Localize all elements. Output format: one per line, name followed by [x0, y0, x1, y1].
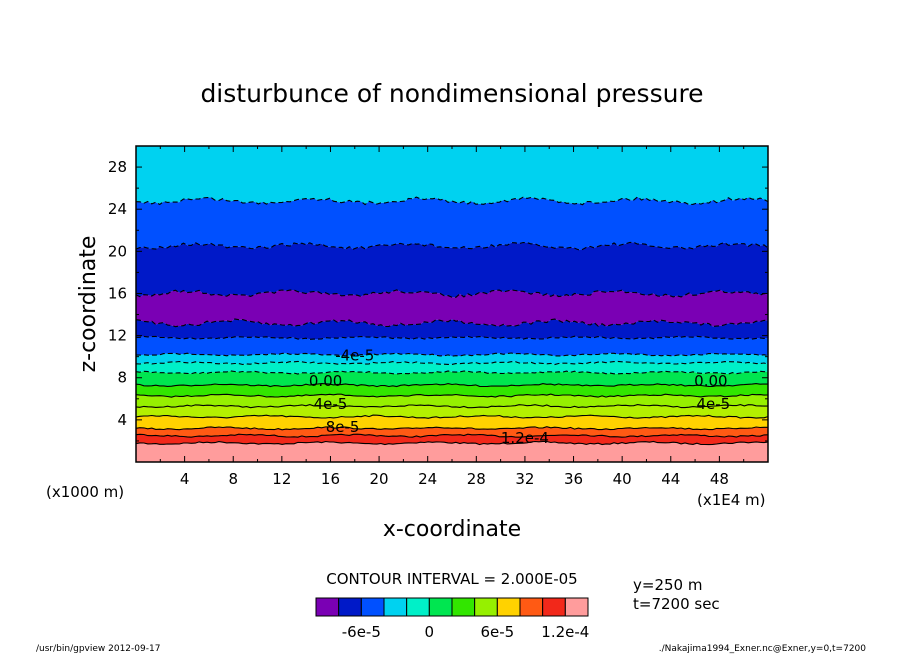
contour-band — [136, 242, 768, 298]
y-axis-label: z-coordinate — [76, 236, 101, 373]
x-unit-left: (x1000 m) — [46, 483, 124, 501]
x-tick-label: 28 — [467, 470, 486, 488]
colorbar-swatch — [451, 597, 476, 617]
colorbar-title: CONTOUR INTERVAL = 2.000E-05 — [326, 570, 577, 588]
colorbar-swatch — [383, 597, 408, 617]
x-tick-label: 4 — [180, 470, 190, 488]
contour-line — [135, 433, 769, 438]
y-tick-label: 8 — [117, 369, 127, 387]
contour-line — [135, 241, 769, 251]
colorbar-swatch — [496, 597, 521, 617]
contour-lines — [135, 196, 769, 446]
colorbar-swatch — [360, 597, 385, 617]
contour-line — [135, 370, 769, 375]
contour-line — [135, 393, 769, 398]
x-tick-label: 16 — [321, 470, 340, 488]
colorbar-tick-label: -6e-5 — [342, 623, 381, 641]
contour-band — [136, 394, 768, 408]
info-t: t=7200 sec — [633, 595, 720, 613]
y-tick-label: 4 — [117, 411, 127, 429]
colorbar-swatch — [428, 597, 453, 617]
colorbar-swatch — [406, 597, 430, 617]
chart-title: disturbunce of nondimensional pressure — [200, 79, 703, 108]
x-axis-label: x-coordinate — [383, 517, 521, 542]
contour-line — [135, 414, 769, 419]
contour-line — [135, 318, 769, 328]
x-tick-label: 20 — [370, 470, 389, 488]
contour-line — [135, 440, 769, 446]
contour-line — [135, 360, 769, 366]
colorbar-swatch — [474, 597, 498, 617]
x-tick-label: 44 — [661, 470, 680, 488]
contour-labels: -4e-5 0.00 0.00 4e-5 4e-5 8e-5 1.2e-4 — [309, 347, 730, 447]
footer-right: ./Nakajima1994_Exner.nc@Exner,y=0,t=7200 — [659, 644, 867, 654]
contour-line — [136, 352, 769, 357]
footer-left: /usr/bin/gpview 2012-09-17 — [36, 644, 160, 654]
contour-band — [136, 370, 768, 387]
colorbar-swatch — [519, 597, 544, 617]
contour-line — [135, 404, 768, 409]
contour-band — [136, 146, 768, 205]
y-tick-label: 20 — [108, 242, 127, 260]
y-tick-label: 28 — [108, 158, 127, 176]
contour-label: 8e-5 — [326, 418, 360, 436]
contour-band — [136, 336, 768, 357]
x-tick-label: 36 — [564, 470, 583, 488]
contour-band — [136, 404, 768, 419]
colorbar-tick-label: 0 — [425, 623, 435, 641]
contour-line — [135, 196, 769, 206]
contour-line — [135, 289, 769, 298]
contour-label: 0.00 — [309, 372, 342, 390]
x-tick-label: 40 — [613, 470, 632, 488]
colorbar-swatch — [564, 597, 589, 617]
contour-label: 1.2e-4 — [501, 429, 549, 447]
contour-band — [136, 441, 768, 462]
contour-band — [136, 415, 768, 430]
contour-line — [135, 383, 769, 388]
x-tick-label: 24 — [418, 470, 437, 488]
colorbar-swatch — [338, 597, 362, 617]
colorbar-swatch — [542, 597, 566, 617]
contour-line — [135, 335, 769, 340]
contour-label: 4e-5 — [696, 395, 730, 413]
contour-band — [136, 426, 768, 438]
contour-bands — [136, 146, 768, 462]
x-tick-label: 12 — [272, 470, 291, 488]
y-tick-label: 24 — [108, 200, 127, 218]
contour-band — [136, 289, 768, 327]
colorbar-tick-label: 1.2e-4 — [541, 623, 589, 641]
colorbar: -6e-5 0 6e-5 1.2e-4 — [315, 597, 589, 641]
y-tick-label: 16 — [108, 284, 127, 302]
contour-label: 4e-5 — [314, 395, 348, 413]
colorbar-swatch — [315, 597, 340, 617]
x-tick-label: 8 — [228, 470, 238, 488]
contour-label: -4e-5 — [335, 347, 374, 365]
x-tick-label: 48 — [710, 470, 729, 488]
contour-label: 0.00 — [694, 372, 727, 390]
x-unit-right: (x1E4 m) — [697, 491, 766, 509]
contour-band — [136, 383, 768, 398]
info-y: y=250 m — [633, 576, 702, 594]
contour-band — [136, 361, 768, 374]
contour-line — [135, 426, 768, 431]
colorbar-tick-label: 6e-5 — [480, 623, 514, 641]
x-tick-label: 32 — [515, 470, 534, 488]
contour-band — [136, 196, 768, 250]
y-tick-label: 12 — [108, 327, 127, 345]
contour-band — [136, 319, 768, 340]
